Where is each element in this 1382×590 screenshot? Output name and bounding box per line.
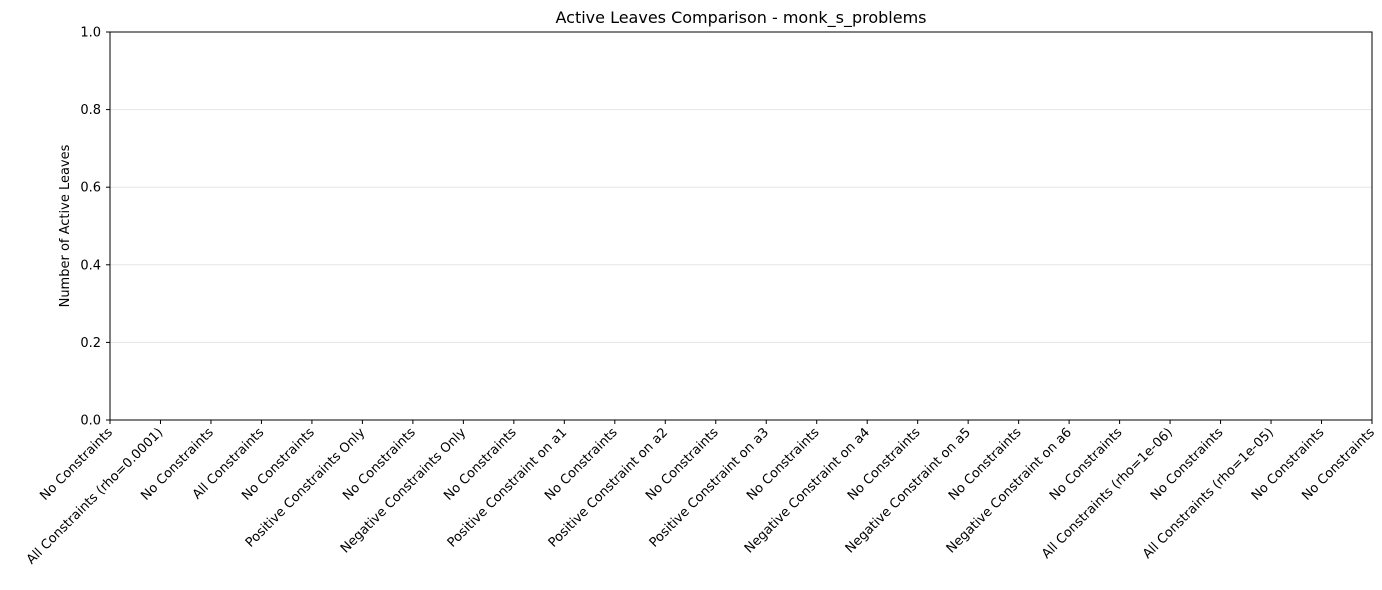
y-tick-label: 0.4 [80,258,101,273]
y-tick-label: 1.0 [80,26,101,41]
y-axis-label: Number of Active Leaves [58,144,73,307]
plot-area-frame [109,31,1373,421]
y-axis-ticks: 0.0 0.2 0.4 0.6 0.8 1.0 [80,26,110,429]
chart-title: Active Leaves Comparison - monk_s_proble… [556,8,927,28]
y-tick-label: 0.2 [80,336,101,351]
y-tick-label: 0.8 [80,103,101,118]
y-tick-label: 0.0 [80,414,101,429]
y-tick-label: 0.6 [80,181,101,196]
y-grid [110,109,1372,343]
